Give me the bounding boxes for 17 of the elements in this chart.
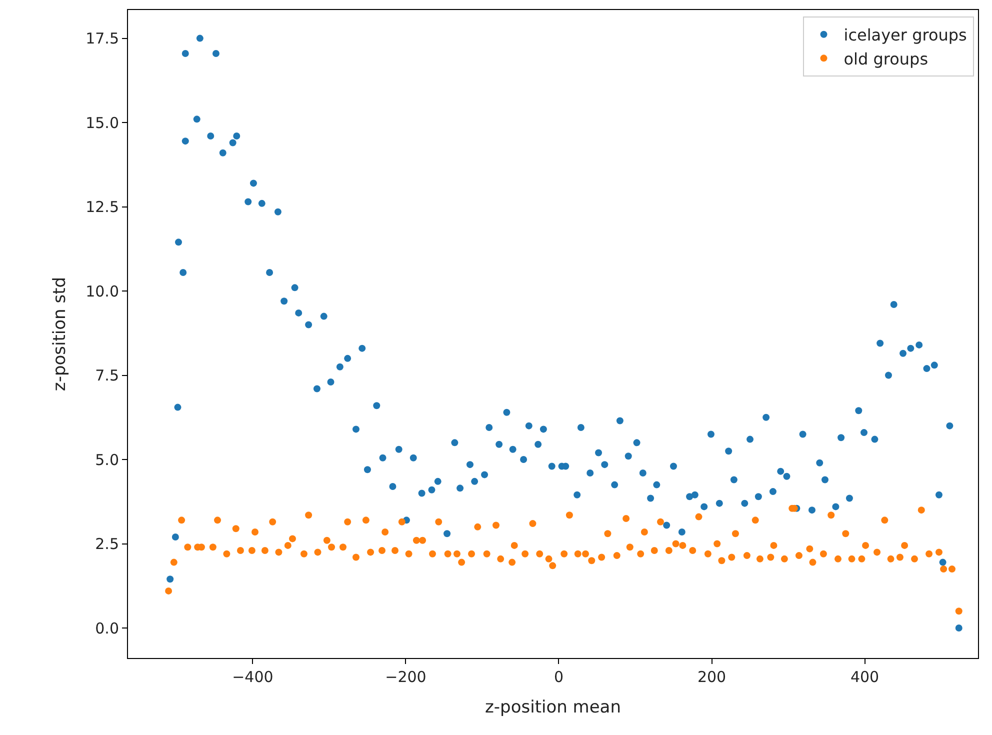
y-tick-label: 12.5 — [86, 198, 119, 216]
y-tick-label: 7.5 — [95, 366, 119, 385]
x-tick-label: 0 — [554, 668, 564, 686]
y-tick-label: 2.5 — [95, 535, 119, 554]
legend-label: old groups — [844, 49, 928, 68]
y-tick-label: 5.0 — [95, 450, 119, 469]
x-axis-title: z-position mean — [484, 697, 622, 718]
x-tick-label: −200 — [385, 668, 426, 686]
legend-label: icelayer groups — [844, 26, 967, 45]
y-tick-label: 10.0 — [86, 282, 119, 300]
y-tick-label: 17.5 — [86, 30, 119, 48]
y-axis-title: z-position std — [50, 276, 70, 392]
x-tick-label: 200 — [697, 668, 726, 686]
x-tick-label: −400 — [232, 668, 274, 686]
y-tick-label: 15.0 — [86, 114, 119, 132]
y-tick-label: 0.0 — [95, 619, 119, 638]
x-tick-label: 400 — [850, 668, 880, 686]
